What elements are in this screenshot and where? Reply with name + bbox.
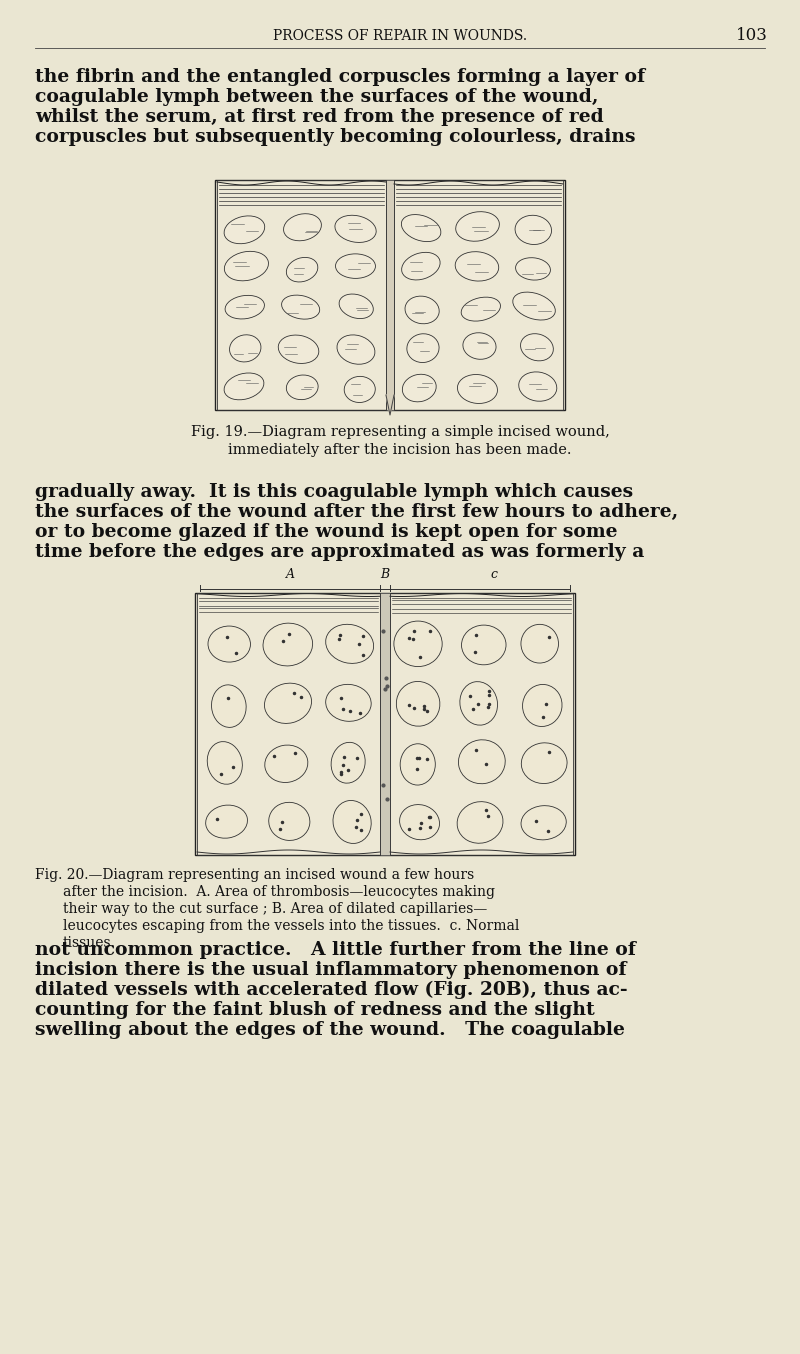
Ellipse shape [515, 215, 551, 245]
Ellipse shape [521, 806, 566, 839]
Ellipse shape [463, 333, 496, 359]
Ellipse shape [286, 375, 318, 399]
Ellipse shape [400, 743, 435, 785]
Text: the surfaces of the wound after the first few hours to adhere,: the surfaces of the wound after the firs… [35, 502, 678, 521]
Ellipse shape [405, 297, 439, 324]
Text: not uncommon practice.   A little further from the line of: not uncommon practice. A little further … [35, 941, 636, 959]
Ellipse shape [518, 372, 557, 401]
Ellipse shape [402, 252, 440, 280]
Text: counting for the faint blush of redness and the slight: counting for the faint blush of redness … [35, 1001, 594, 1020]
Ellipse shape [522, 685, 562, 727]
Ellipse shape [225, 295, 265, 320]
Ellipse shape [513, 292, 555, 320]
Ellipse shape [326, 684, 371, 722]
Ellipse shape [402, 214, 441, 241]
Ellipse shape [230, 334, 261, 362]
Ellipse shape [458, 375, 498, 403]
Ellipse shape [286, 257, 318, 282]
Bar [217, 180, 386, 410]
Ellipse shape [455, 252, 498, 282]
Ellipse shape [402, 374, 436, 402]
Ellipse shape [344, 376, 375, 402]
Ellipse shape [335, 215, 376, 242]
Text: incision there is the usual inflammatory phenomenon of: incision there is the usual inflammatory… [35, 961, 626, 979]
Ellipse shape [521, 624, 558, 663]
Ellipse shape [224, 252, 269, 280]
Text: corpuscles but subsequently becoming colourless, drains: corpuscles but subsequently becoming col… [35, 129, 635, 146]
Text: dilated vessels with accelerated flow (Fig. 20B), thus ac-: dilated vessels with accelerated flow (F… [35, 982, 628, 999]
Text: the fibrin and the entangled corpuscles forming a layer of: the fibrin and the entangled corpuscles … [35, 68, 645, 87]
Ellipse shape [263, 623, 313, 666]
Ellipse shape [461, 297, 501, 321]
Text: time before the edges are approximated as was formerly a: time before the edges are approximated a… [35, 543, 644, 561]
Text: whilst the serum, at first red from the presence of red: whilst the serum, at first red from the … [35, 108, 604, 126]
Bar [197, 593, 380, 854]
Text: B: B [381, 567, 390, 581]
Ellipse shape [522, 743, 567, 784]
Ellipse shape [224, 215, 265, 244]
Text: tissues.: tissues. [63, 936, 116, 951]
Text: or to become glazed if the wound is kept open for some: or to become glazed if the wound is kept… [35, 523, 618, 542]
Text: their way to the cut surface ; B. Area of dilated capillaries—: their way to the cut surface ; B. Area o… [63, 902, 487, 917]
Ellipse shape [265, 684, 311, 723]
Ellipse shape [399, 804, 439, 839]
Ellipse shape [462, 626, 506, 665]
Text: PROCESS OF REPAIR IN WOUNDS.: PROCESS OF REPAIR IN WOUNDS. [273, 28, 527, 43]
Ellipse shape [283, 214, 322, 241]
Text: gradually away.  It is this coagulable lymph which causes: gradually away. It is this coagulable ly… [35, 483, 633, 501]
Ellipse shape [515, 257, 550, 280]
Text: coagulable lymph between the surfaces of the wound,: coagulable lymph between the surfaces of… [35, 88, 598, 106]
Bar [386, 180, 394, 410]
Ellipse shape [207, 742, 242, 784]
Bar [215, 180, 565, 410]
Text: Fig. 20.—Diagram representing an incised wound a few hours: Fig. 20.—Diagram representing an incised… [35, 868, 474, 881]
Text: Fig. 19.—Diagram representing a simple incised wound,: Fig. 19.—Diagram representing a simple i… [190, 425, 610, 439]
Text: c: c [490, 567, 497, 581]
Ellipse shape [396, 681, 440, 726]
Bar [195, 593, 575, 854]
Ellipse shape [269, 803, 310, 841]
Ellipse shape [335, 253, 375, 279]
Ellipse shape [407, 334, 439, 363]
Ellipse shape [224, 372, 264, 399]
Ellipse shape [460, 681, 498, 726]
Text: after the incision.  A. Area of thrombosis—leucocytes making: after the incision. A. Area of thrombosi… [63, 886, 495, 899]
Ellipse shape [265, 745, 308, 783]
Ellipse shape [331, 742, 365, 783]
Text: swelling about the edges of the wound.   The coagulable: swelling about the edges of the wound. T… [35, 1021, 625, 1039]
Bar [390, 593, 573, 854]
Ellipse shape [326, 624, 374, 663]
Ellipse shape [282, 295, 320, 320]
Ellipse shape [394, 621, 442, 666]
Ellipse shape [456, 211, 499, 241]
Text: 103: 103 [736, 27, 768, 45]
Bar [394, 180, 563, 410]
Ellipse shape [278, 334, 319, 363]
Text: leucocytes escaping from the vessels into the tissues.  c. Normal: leucocytes escaping from the vessels int… [63, 919, 519, 933]
Ellipse shape [339, 294, 374, 318]
Ellipse shape [457, 802, 503, 844]
Ellipse shape [333, 800, 371, 844]
Text: A: A [286, 567, 294, 581]
Text: immediately after the incision has been made.: immediately after the incision has been … [228, 443, 572, 458]
Bar [380, 593, 390, 854]
Ellipse shape [521, 333, 554, 362]
Ellipse shape [458, 739, 506, 784]
Ellipse shape [337, 334, 375, 364]
Ellipse shape [206, 806, 247, 838]
Ellipse shape [208, 626, 250, 662]
Ellipse shape [211, 685, 246, 727]
Polygon shape [386, 395, 394, 414]
